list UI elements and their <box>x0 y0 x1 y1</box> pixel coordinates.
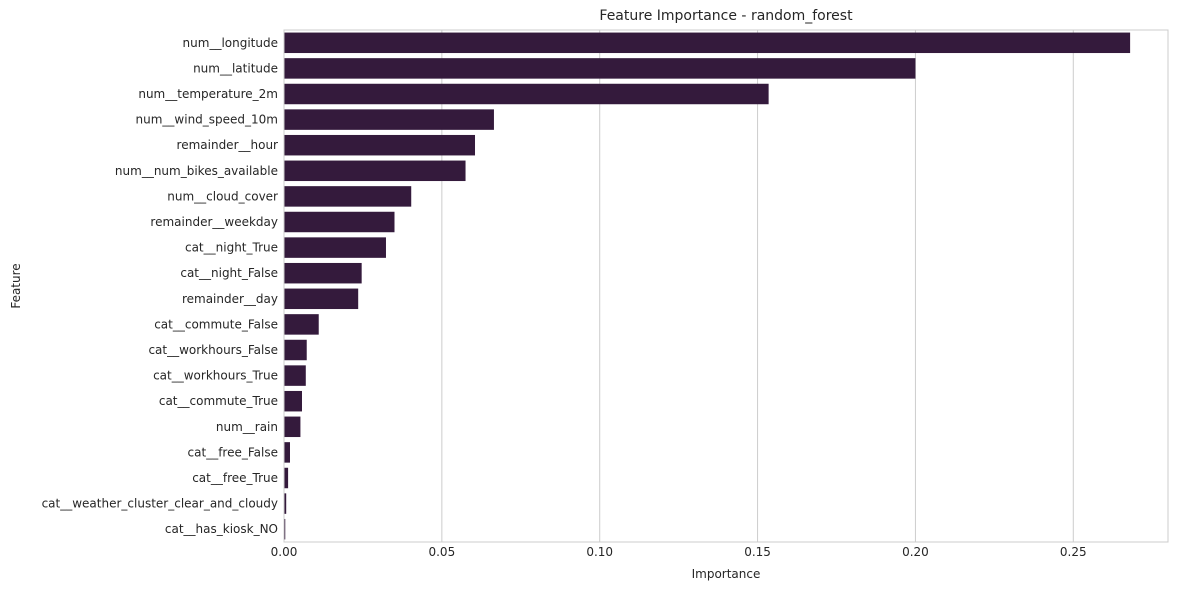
y-tick-label: cat__has_kiosk_NO <box>165 522 278 536</box>
bar <box>284 237 386 258</box>
y-axis-title: Feature <box>9 263 23 308</box>
bar <box>284 365 306 386</box>
bar <box>284 442 290 463</box>
y-tick-label: num__num_bikes_available <box>115 164 278 178</box>
bar <box>284 32 1131 54</box>
bar <box>284 416 301 438</box>
bar <box>284 288 359 310</box>
y-tick-label: cat__free_True <box>192 471 278 485</box>
y-tick-label: remainder__weekday <box>150 215 278 229</box>
bar <box>284 186 412 207</box>
y-tick-label: num__latitude <box>193 61 278 75</box>
bar <box>284 83 769 105</box>
x-tick-label: 0.20 <box>902 545 929 559</box>
y-tick-label: num__wind_speed_10m <box>136 113 278 127</box>
y-tick-label: num__longitude <box>183 36 278 50</box>
y-tick-label: remainder__day <box>182 292 278 306</box>
y-tick-label: num__rain <box>216 420 278 434</box>
y-tick-label: cat__commute_True <box>159 394 278 408</box>
y-tick-label: cat__free_False <box>188 445 278 459</box>
bar <box>284 518 286 540</box>
bar <box>284 467 289 489</box>
y-tick-label: cat__workhours_False <box>148 343 278 357</box>
y-tick-label: cat__commute_False <box>154 317 278 331</box>
chart-title: Feature Importance - random_forest <box>599 8 853 24</box>
y-tick-label: cat__workhours_True <box>153 369 278 383</box>
x-tick-label: 0.25 <box>1060 545 1087 559</box>
y-tick-label: cat__night_False <box>180 266 278 280</box>
y-tick-labels: num__longitude num__latitude num__temperat… <box>42 36 278 536</box>
bars <box>284 32 1131 540</box>
bar <box>284 262 362 284</box>
bar <box>284 109 494 130</box>
x-tick-label: 0.15 <box>744 545 771 559</box>
bar <box>284 390 302 412</box>
x-tick-label: 0.00 <box>271 545 298 559</box>
x-gridlines <box>283 30 1074 542</box>
y-tick-label: num__temperature_2m <box>138 87 278 101</box>
plot-frame <box>283 29 1169 543</box>
bar <box>284 134 476 156</box>
bar <box>284 160 466 182</box>
y-tick-label: remainder__hour <box>177 138 279 152</box>
y-tick-label: cat__night_True <box>185 241 278 255</box>
y-tick-label: num__cloud_cover <box>167 189 278 203</box>
bar <box>284 211 395 233</box>
y-tick-label: cat__weather_cluster_clear_and_cloudy <box>42 497 278 511</box>
x-tick-labels: 0.00 0.05 0.10 0.15 0.20 0.25 <box>271 545 1087 559</box>
x-axis-title: Importance <box>692 567 761 581</box>
x-tick-label: 0.10 <box>586 545 613 559</box>
bar <box>284 314 319 335</box>
bar <box>284 339 307 361</box>
bar <box>284 58 916 79</box>
x-tick-label: 0.05 <box>428 545 455 559</box>
bar <box>284 493 287 514</box>
